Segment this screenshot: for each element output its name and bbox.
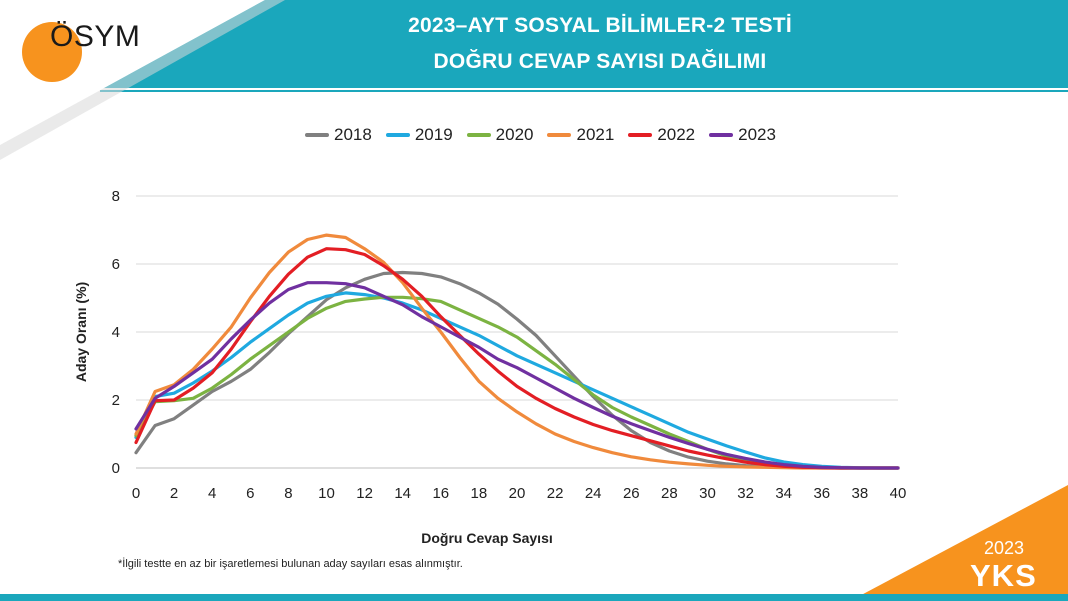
x-tick-label-6: 6 [246, 485, 254, 502]
x-tick-label-34: 34 [775, 485, 792, 502]
y-tick-label-6: 6 [112, 256, 120, 273]
x-tick-label-40: 40 [890, 485, 907, 502]
legend-item-2020: 2020 [466, 125, 534, 145]
chart-title-line-1: 2023–AYT SOSYAL BİLİMLER-2 TESTİ [408, 14, 792, 37]
legend-item-2021: 2021 [547, 125, 614, 145]
x-tick-label-22: 22 [547, 485, 564, 502]
legend-swatch-2021 [547, 133, 572, 137]
x-tick-label-16: 16 [432, 485, 449, 502]
series-line-2019 [134, 291, 900, 470]
y-axis-label: Aday Oranı (%) [73, 282, 89, 382]
x-tick-label-2: 2 [170, 485, 178, 502]
footer-band [0, 594, 1068, 601]
series-line-2018 [134, 270, 900, 470]
legend-item-2018: 2018 [305, 125, 372, 145]
x-tick-label-20: 20 [509, 485, 526, 502]
footnote: *İlgili testte en az bir işaretlemesi bu… [118, 558, 463, 570]
badge-label: YKS [970, 558, 1037, 593]
chart-legend: 2018 2019 2020 2021 2022 2023 [305, 125, 776, 145]
badge-year: 2023 [984, 538, 1025, 558]
yks-badge-triangle [850, 485, 1068, 601]
x-tick-label-28: 28 [661, 485, 678, 502]
x-tick-label-24: 24 [585, 485, 602, 502]
legend-label-2021: 2021 [576, 125, 615, 144]
legend-item-2022: 2022 [628, 125, 695, 145]
x-tick-label-4: 4 [208, 485, 216, 502]
legend-swatch-2020 [466, 133, 491, 137]
legend-label-2022: 2022 [657, 125, 696, 144]
y-tick-label-2: 2 [112, 392, 120, 409]
x-tick-label-14: 14 [394, 485, 411, 502]
x-tick-label-8: 8 [284, 485, 292, 502]
legend-swatch-2019 [385, 133, 410, 137]
legend-item-2019: 2019 [385, 125, 453, 145]
legend-swatch-2022 [628, 133, 653, 137]
legend-label-2020: 2020 [495, 125, 534, 144]
x-tick-label-38: 38 [852, 485, 869, 502]
logo-wedge-shadow [0, 0, 285, 160]
x-tick-label-0: 0 [132, 485, 140, 502]
series-line-2023 [134, 281, 900, 470]
x-tick-label-10: 10 [318, 485, 335, 502]
legend-swatch-2018 [305, 133, 329, 137]
y-tick-label-8: 8 [112, 188, 120, 205]
series-line-2021 [134, 233, 900, 470]
series-line-2022 [134, 247, 900, 470]
y-tick-label-0: 0 [112, 460, 120, 477]
x-tick-label-12: 12 [356, 485, 373, 502]
x-tick-label-36: 36 [813, 485, 830, 502]
legend-label-2019: 2019 [414, 125, 453, 144]
x-tick-label-26: 26 [623, 485, 640, 502]
legend-label-2023: 2023 [738, 125, 776, 144]
chart-title-line-2: DOĞRU CEVAP SAYISI DAĞILIMI [433, 50, 767, 73]
legend-label-2018: 2018 [334, 125, 372, 144]
x-tick-label-18: 18 [471, 485, 488, 502]
legend-item-2023: 2023 [709, 125, 776, 145]
legend-swatch-2023 [709, 133, 734, 137]
x-axis-label: Doğru Cevap Sayısı [421, 530, 553, 546]
y-tick-label-4: 4 [112, 324, 120, 341]
osym-logo-circle [22, 22, 82, 82]
x-tick-label-32: 32 [737, 485, 754, 502]
header-band [100, 0, 1068, 88]
osym-logo-text: ÖSYM [50, 20, 141, 53]
x-tick-label-30: 30 [699, 485, 716, 502]
